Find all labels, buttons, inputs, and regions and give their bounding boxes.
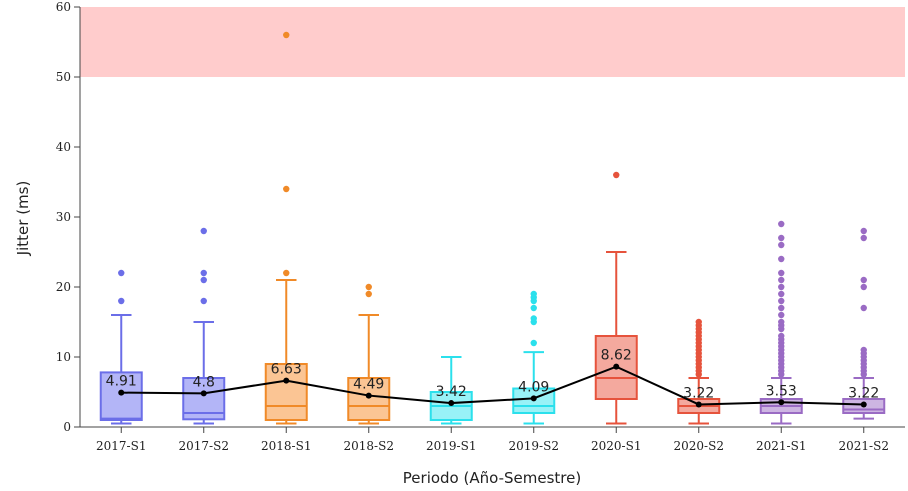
mean-point [695,401,702,408]
mean-point [118,389,125,396]
mean-line [121,365,864,406]
x-tick-label: 2017-S2 [179,439,229,453]
outlier-point [118,297,125,305]
mean-point [448,400,455,407]
mean-data-label: 8.62 [601,348,632,364]
threshold-band [80,7,905,77]
outlier-point [860,283,867,291]
outlier-point [200,269,207,277]
y-tick-label: 20 [56,280,71,294]
y-tick-label: 30 [56,210,71,224]
outlier-point [283,31,290,39]
outlier-point [778,255,785,263]
box [264,363,308,421]
outlier-point [860,227,867,235]
box-plot-2018-S2 [347,283,391,425]
y-axis: 0 10 20 30 40 50 60 [56,0,81,434]
box [594,335,638,400]
box-plot-2018-S1 [264,31,308,425]
mean-point [283,377,290,384]
mean-data-label: 3.22 [683,385,714,401]
outlier-point [365,283,372,291]
outlier-point [778,220,785,228]
y-tick-label: 10 [56,350,71,364]
y-tick-label: 40 [56,140,71,154]
outlier-point [530,339,537,347]
y-tick-label: 60 [56,0,71,14]
mean-data-label: 6.63 [271,362,302,378]
box-plot-2020-S2 [677,318,721,425]
box [99,371,143,421]
outlier-point [778,318,785,326]
x-axis-title: Periodo (Año-Semestre) [403,469,581,487]
x-tick-label: 2017-S1 [96,439,146,453]
outlier-point [778,304,785,312]
x-tick-label: 2020-S1 [591,439,641,453]
outlier-point [283,269,290,277]
outlier-point [778,234,785,242]
outlier-point [530,304,537,312]
outlier-point [200,297,207,305]
outlier-point [530,315,537,322]
mean-data-label: 3.42 [436,384,467,400]
x-tick-label: 2021-S1 [756,439,806,453]
outlier-point [200,227,207,235]
mean-data-label: 4.49 [353,377,384,393]
x-tick-label: 2019-S2 [509,439,559,453]
mean-point [860,401,867,408]
x-tick-label: 2021-S2 [839,439,889,453]
mean-data-label: 4.91 [106,374,137,390]
mean-point [200,390,207,397]
y-tick-label: 50 [56,70,71,84]
y-tick-label: 0 [63,420,71,434]
x-tick-label: 2018-S1 [261,439,311,453]
x-tick-label: 2019-S1 [426,439,476,453]
mean-point [365,392,372,399]
outlier-point [365,290,372,298]
box-plot-2017-S1 [99,269,143,425]
box [347,377,391,421]
x-tick-label: 2020-S2 [674,439,724,453]
box-plot-2017-S2 [182,227,226,425]
outlier-point [778,332,785,340]
y-axis-title: Jitter (ms) [14,181,32,257]
mean-point [778,399,785,406]
outlier-point [860,304,867,312]
outlier-point [530,290,537,298]
outlier-point [778,276,785,284]
outlier-point [200,276,207,284]
outlier-point [860,234,867,242]
outlier-point [860,346,867,354]
mean-data-label: 3.53 [766,383,797,399]
mean-data-label: 4.8 [193,374,215,390]
x-axis: 2017-S1 2017-S2 2018-S1 2018-S2 2019-S1 2019-… [80,426,905,453]
mean-data-label: 4.09 [518,379,549,395]
outlier-point [613,171,620,179]
box-plot-2021-S2 [842,227,886,420]
outlier-point [118,269,125,277]
mean-data-label: 3.22 [848,385,879,401]
outlier-point [695,318,702,326]
mean-point [613,363,620,370]
outlier-point [283,185,290,193]
outlier-point [778,283,785,291]
outlier-point [778,290,785,298]
outlier-point [778,297,785,305]
outlier-point [860,276,867,284]
outlier-point [778,311,785,319]
x-tick-label: 2018-S2 [344,439,394,453]
mean-point [530,395,537,402]
outlier-point [778,241,785,249]
outlier-point [778,269,785,277]
box-plots [99,31,886,425]
box-plot-2019-S2 [512,290,556,425]
mean-series: 4.91 4.8 6.63 4.49 3.42 4.09 8.62 3.22 3.53 3.22 [106,348,879,408]
box-plot-2020-S1 [594,171,638,425]
